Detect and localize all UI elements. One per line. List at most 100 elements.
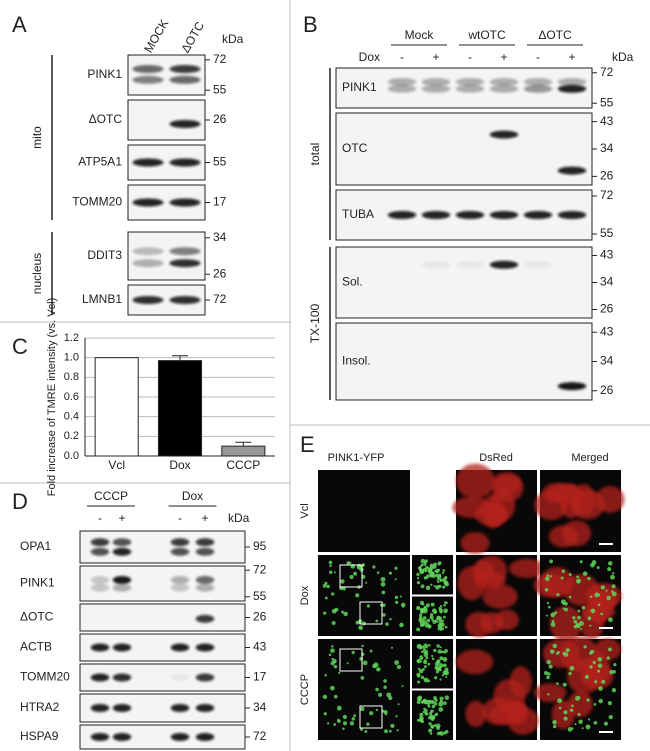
treatment-state: + [432, 50, 439, 64]
mito-signal [603, 721, 609, 726]
mito-signal [341, 610, 345, 614]
mito-signal [431, 726, 434, 729]
mito-signal [444, 670, 450, 676]
mito-signal [362, 660, 368, 666]
mito-signal [422, 710, 425, 714]
marker-label: 26 [600, 169, 614, 183]
mito-signal [563, 710, 568, 715]
mito-signal [394, 660, 400, 665]
mito-signal [420, 584, 425, 589]
mito-signal [573, 624, 578, 629]
blot-label: ATP5A1 [78, 155, 122, 169]
mito-signal [343, 611, 348, 617]
mito-signal [547, 672, 551, 676]
mito-signal [324, 596, 328, 600]
mito-signal [423, 652, 429, 658]
cell [456, 463, 495, 500]
marker-label: 34 [213, 230, 227, 244]
mito-signal [427, 624, 432, 629]
mito-signal [438, 561, 442, 565]
blot-label: ACTB [20, 640, 52, 654]
mito-signal [433, 701, 438, 706]
band [557, 211, 587, 219]
marker-label: 55 [600, 226, 614, 240]
mito-signal [330, 648, 335, 653]
marker-label: 72 [253, 729, 267, 743]
band [112, 538, 132, 547]
band [489, 84, 519, 93]
mito-signal [424, 708, 428, 713]
mito-signal [366, 722, 370, 726]
inset-box [359, 705, 383, 729]
band [132, 65, 164, 73]
treatment-state: - [536, 50, 540, 64]
band [170, 576, 190, 584]
mito-signal [422, 616, 427, 620]
mito-signal [442, 656, 448, 662]
mito-signal [375, 708, 379, 712]
mito-signal [331, 645, 334, 648]
mito-signal [420, 563, 424, 567]
mito-signal [581, 727, 584, 730]
mito-signal [544, 576, 550, 582]
mito-signal [546, 659, 551, 665]
mito-signal [434, 661, 440, 667]
mito-signal [328, 653, 332, 657]
band [195, 547, 215, 556]
band [421, 78, 451, 86]
mito-signal [333, 723, 337, 726]
marker-label: 72 [213, 52, 227, 66]
cell [585, 583, 622, 609]
mito-signal [436, 617, 439, 620]
mito-signal [416, 606, 421, 611]
mito-signal [556, 593, 560, 597]
treatment-state: + [118, 511, 125, 525]
marker-label: 72 [600, 188, 614, 202]
mito-signal [597, 657, 603, 662]
mito-signal [331, 621, 336, 626]
marker-label: 26 [600, 302, 614, 316]
blot [79, 565, 246, 602]
mito-signal [417, 566, 422, 570]
x-tick-label: Dox [169, 458, 190, 472]
band [170, 538, 190, 547]
band [112, 547, 132, 556]
mito-signal [423, 659, 427, 663]
mito-signal [436, 659, 440, 663]
mito-signal [359, 656, 364, 661]
band [523, 78, 553, 86]
cell [455, 649, 494, 675]
mito-signal [593, 720, 598, 725]
mito-signal [397, 703, 400, 706]
mito-signal [441, 577, 447, 583]
mito-signal [419, 718, 424, 723]
mito-signal [543, 670, 549, 676]
mito-signal [608, 617, 613, 623]
mito-signal [611, 688, 617, 693]
band [132, 75, 164, 84]
mito-signal [435, 699, 438, 702]
mito-signal [425, 646, 429, 649]
y-axis-label: Fold increase of TMRE intensity (vs. Vcl… [46, 298, 58, 496]
band [489, 78, 519, 86]
marker-label: 55 [213, 155, 227, 169]
mito-signal [401, 685, 404, 688]
group-label: total [308, 143, 322, 166]
mito-signal [402, 605, 405, 608]
mito-signal [425, 712, 429, 716]
mito-signal [437, 573, 442, 578]
mito-signal [544, 587, 549, 592]
marker-label: 34 [600, 354, 614, 368]
band [489, 211, 519, 219]
inset-box [339, 648, 363, 672]
mito-signal [338, 671, 341, 675]
mito-signal [547, 693, 550, 696]
mito-signal [561, 569, 565, 573]
blot [127, 231, 206, 281]
mito-signal [359, 727, 363, 731]
band [455, 84, 485, 93]
mito-signal [439, 696, 444, 701]
mito-signal [574, 723, 577, 726]
mito-signal [436, 644, 440, 648]
blot-label: HTRA2 [20, 700, 60, 714]
